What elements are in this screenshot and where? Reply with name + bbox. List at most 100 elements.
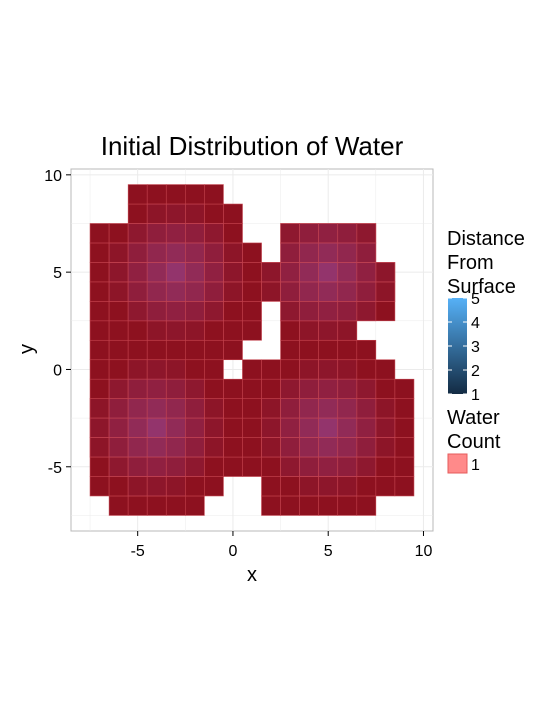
distance-shade: [356, 378, 377, 399]
y-tick-label: 10: [44, 168, 62, 185]
water-cell: [223, 339, 243, 361]
distance-shade: [223, 281, 243, 302]
water-cell: [375, 378, 396, 399]
water-cell: [89, 281, 110, 302]
distance-shade: [185, 223, 205, 244]
water-cell: [242, 378, 262, 399]
distance-shade: [261, 262, 281, 283]
distance-shade: [146, 398, 167, 419]
distance-shade: [280, 262, 300, 283]
distance-shade: [318, 242, 339, 263]
legend-water-title-line1: Water: [447, 407, 500, 429]
water-cell: [146, 339, 167, 361]
distance-shade: [337, 301, 358, 322]
water-cell: [242, 320, 262, 341]
distance-shade: [165, 223, 186, 244]
water-cell: [223, 378, 243, 399]
distance-shade: [165, 398, 186, 419]
water-cell: [223, 456, 243, 477]
distance-shade: [204, 262, 224, 283]
water-cell: [394, 476, 415, 497]
distance-shade: [146, 476, 167, 497]
distance-shade: [299, 359, 319, 380]
water-cell: [318, 495, 339, 516]
distance-shade: [356, 262, 377, 283]
water-cell: [242, 456, 262, 477]
water-cell: [223, 437, 243, 458]
distance-shade: [280, 378, 300, 399]
distance-shade: [318, 223, 339, 244]
distance-shade: [204, 398, 224, 419]
chart-title: Initial Distribution of Water: [101, 131, 404, 161]
water-cell: [242, 301, 262, 322]
water-cell: [223, 301, 243, 322]
water-cell: [204, 184, 224, 205]
water-cell: [337, 495, 358, 516]
distance-shade: [337, 320, 358, 341]
water-cell: [146, 495, 167, 516]
water-cell: [127, 203, 148, 224]
distance-shade: [108, 378, 129, 399]
distance-shade: [299, 456, 319, 477]
distance-shade: [356, 242, 377, 263]
distance-shade: [299, 476, 319, 497]
legend-colorbar-ticks: 5 4 3 2 1: [448, 291, 480, 404]
distance-shade: [146, 359, 167, 380]
distance-shade: [318, 437, 339, 458]
water-cell: [165, 184, 186, 205]
distance-shade: [185, 262, 205, 283]
legend-water-title-line2: Count: [447, 431, 501, 453]
water-cell: [356, 476, 377, 497]
legend-distance: Distance From Surface 5 4 3 2 1: [447, 228, 525, 404]
water-cell: [89, 320, 110, 341]
distance-shade: [204, 223, 224, 244]
water-cell: [375, 301, 396, 322]
x-tick-label: 0: [228, 543, 237, 560]
legend-distance-title-line3: Surface: [447, 276, 516, 298]
distance-shade: [299, 398, 319, 419]
distance-shade: [165, 359, 186, 380]
water-cell: [280, 476, 300, 497]
distance-shade: [185, 301, 205, 322]
distance-shade: [299, 281, 319, 302]
distance-shade: [299, 320, 319, 341]
x-axis-ticks: -5 0 5 10: [131, 531, 432, 560]
distance-shade: [165, 417, 186, 438]
distance-shade: [299, 262, 319, 283]
distance-shade: [165, 281, 186, 302]
distance-shade: [204, 301, 224, 322]
y-tick-label: -5: [48, 460, 62, 477]
distance-shade: [165, 378, 186, 399]
distance-shade: [146, 378, 167, 399]
distance-shade: [356, 223, 377, 244]
water-cell: [299, 339, 319, 361]
distance-shade: [127, 359, 148, 380]
water-cell: [356, 359, 377, 380]
distance-shade: [280, 456, 300, 477]
water-cell: [280, 359, 300, 380]
distance-shade: [127, 476, 148, 497]
water-cell: [185, 184, 205, 205]
water-cell: [242, 281, 262, 302]
water-cell: [242, 437, 262, 458]
distance-shade: [108, 242, 129, 263]
water-cell: [204, 476, 224, 497]
water-cell: [127, 339, 148, 361]
water-cell: [204, 203, 224, 224]
distance-shade: [127, 242, 148, 263]
water-cell: [185, 495, 205, 516]
distance-shade: [318, 301, 339, 322]
distance-shade: [185, 378, 205, 399]
water-cell: [185, 359, 205, 380]
water-cell: [108, 301, 129, 322]
distance-shade: [318, 359, 339, 380]
distance-shade: [146, 281, 167, 302]
distance-shade: [204, 242, 224, 263]
distance-shade: [337, 359, 358, 380]
water-cell: [89, 262, 110, 283]
water-cell: [108, 223, 129, 244]
water-cell: [185, 339, 205, 361]
x-tick-label: 5: [324, 543, 333, 560]
distance-shade: [356, 456, 377, 477]
distance-shade: [146, 223, 167, 244]
